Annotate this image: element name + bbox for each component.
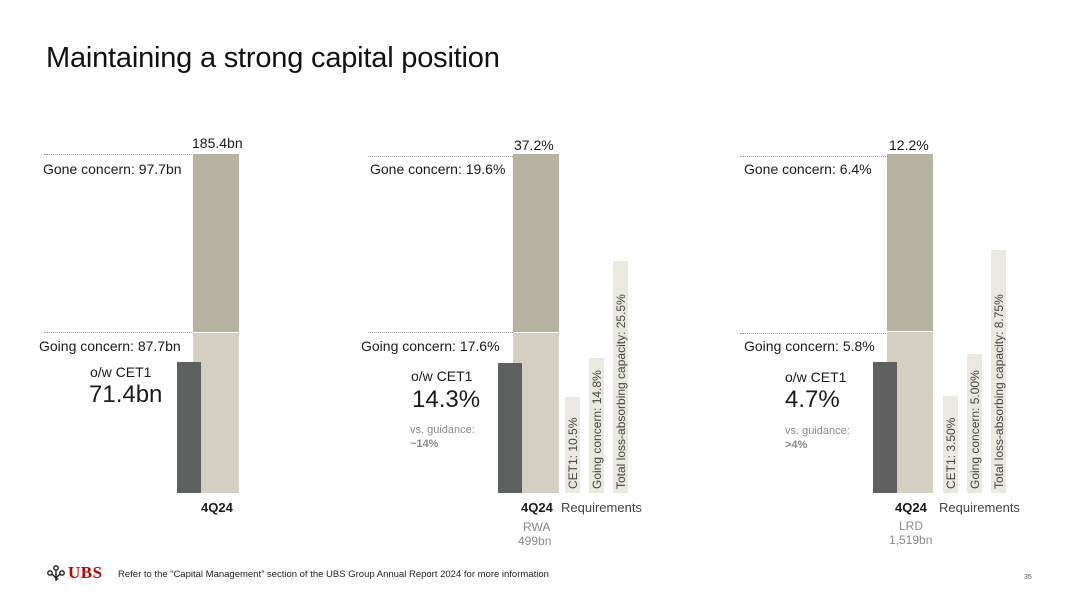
- req-bar-cet1: [565, 397, 580, 493]
- req-label-total-loss-absorbing: Total loss-absorbing capacity: 8.75%: [992, 294, 1006, 489]
- total-label: 185.4bn: [192, 135, 243, 151]
- guidance-label: vs. guidance:: [785, 425, 850, 437]
- req-label-going-concern: Going concern: 14.8%: [590, 370, 604, 489]
- sublabel-lrd: LRD: [899, 519, 924, 533]
- requirements-label: Requirements: [939, 500, 1020, 515]
- req-label-going-concern: Going concern: 5.00%: [968, 370, 982, 489]
- page-number: 35: [1024, 574, 1032, 581]
- guidance-label: vs. guidance:: [410, 424, 475, 436]
- req-label-cet1: CET1: 3.50%: [944, 417, 958, 489]
- req-label-cet1: CET1: 10.5%: [566, 417, 580, 489]
- ubs-logo: UBS: [46, 563, 102, 587]
- gone-dash: [740, 156, 886, 157]
- req-bar-total-loss-absorbing: [613, 260, 628, 493]
- bar-gone-concern: [193, 154, 239, 332]
- gone-concern-label: Gone concern: 19.6%: [370, 161, 506, 177]
- guidance-value: >4%: [785, 439, 808, 451]
- cet1-label: o/w CET1: [90, 364, 152, 380]
- going-concern-label: Going concern: 87.7bn: [39, 338, 181, 354]
- sublabel-rwa: RWA: [523, 520, 551, 534]
- req-bar-cet1: [943, 395, 958, 493]
- sublabel-rwa-amount: 499bn: [518, 534, 552, 548]
- category-label: 4Q24: [201, 500, 233, 515]
- req-label-total-loss-absorbing: Total loss-absorbing capacity: 25.5%: [614, 294, 628, 489]
- req-bar-going-concern: [589, 358, 604, 493]
- gone-concern-label: Gone concern: 97.7bn: [43, 161, 182, 177]
- sublabel-lrd-amount: 1,519bn: [889, 533, 933, 547]
- gone-dash: [368, 156, 513, 157]
- total-label: 12.2%: [889, 137, 929, 153]
- footer-note: Refer to the “Capital Management” sectio…: [118, 569, 549, 580]
- cet1-label: o/w CET1: [785, 369, 847, 385]
- cet1-value: 71.4bn: [89, 381, 163, 408]
- req-bar-going-concern: [967, 354, 982, 493]
- total-label: 37.2%: [514, 137, 554, 153]
- page-title: Maintaining a strong capital position: [46, 42, 500, 74]
- going-concern-label: Going concern: 5.8%: [744, 338, 875, 354]
- cet1-label: o/w CET1: [411, 368, 473, 384]
- logo-text: UBS: [68, 563, 103, 582]
- cet1-value: 4.7%: [785, 386, 840, 413]
- req-bar-total-loss-absorbing: [991, 249, 1006, 493]
- bar-cet1: [498, 362, 522, 493]
- gone-dash: [44, 154, 192, 155]
- going-dash: [368, 332, 513, 333]
- bar-gone-concern: [513, 154, 559, 332]
- guidance-value: ~14%: [410, 438, 439, 450]
- bar-cet1: [873, 362, 897, 493]
- going-dash: [44, 332, 192, 333]
- category-label: 4Q24: [521, 500, 553, 515]
- gone-concern-label: Gone concern: 6.4%: [744, 161, 872, 177]
- bar-cet1: [177, 362, 201, 493]
- bar-gone-concern: [887, 154, 933, 331]
- going-dash: [740, 333, 886, 334]
- going-concern-label: Going concern: 17.6%: [361, 338, 500, 354]
- keys-icon: [47, 565, 65, 581]
- cet1-value: 14.3%: [412, 386, 481, 413]
- category-label: 4Q24: [895, 500, 927, 515]
- requirements-label: Requirements: [561, 500, 642, 515]
